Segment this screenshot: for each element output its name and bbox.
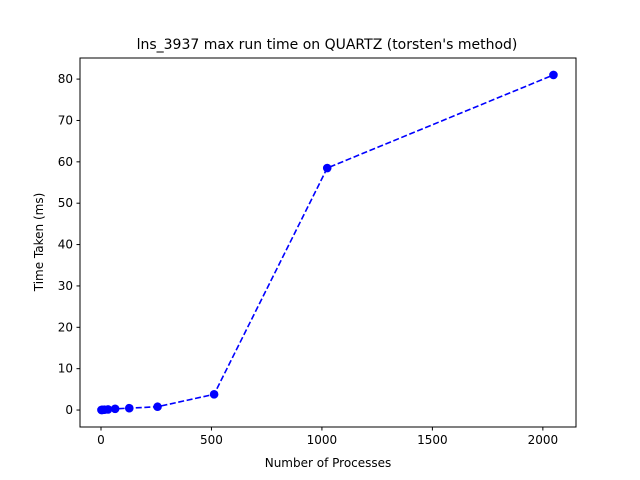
x-axis: 0 500 1000 1500 2000: [97, 427, 558, 447]
y-tick-label: 40: [58, 238, 73, 252]
x-tick-label: 2000: [528, 433, 559, 447]
y-tick-label: 10: [58, 362, 73, 376]
plot-frame: [79, 57, 577, 428]
data-point: [124, 403, 134, 413]
y-tick-label: 60: [58, 155, 73, 169]
y-axis: 0 10 20 30 40 50 60 70 80: [58, 72, 80, 417]
data-point: [322, 163, 332, 173]
series-line: [101, 74, 554, 411]
data-point: [153, 402, 162, 412]
y-axis-label: Time Taken (ms): [32, 193, 46, 293]
x-tick-label: 1000: [307, 433, 338, 447]
y-tick-label: 70: [58, 113, 73, 127]
data-point: [103, 405, 113, 414]
x-tick-label: 500: [200, 433, 223, 447]
series-group: [97, 70, 558, 415]
x-tick-label: 0: [97, 433, 105, 447]
y-tick-label: 30: [58, 279, 73, 293]
y-tick-label: 80: [58, 72, 73, 86]
x-axis-label: Number of Processes: [265, 456, 392, 470]
y-tick-label: 20: [58, 320, 73, 334]
data-point: [209, 390, 219, 399]
y-tick-label: 0: [65, 403, 73, 417]
y-tick-label: 50: [58, 196, 73, 210]
data-point: [549, 70, 558, 80]
chart-title: lns_3937 max run time on QUARTZ (torsten…: [137, 37, 518, 53]
data-point: [110, 404, 120, 414]
x-tick-label: 1500: [417, 433, 448, 447]
